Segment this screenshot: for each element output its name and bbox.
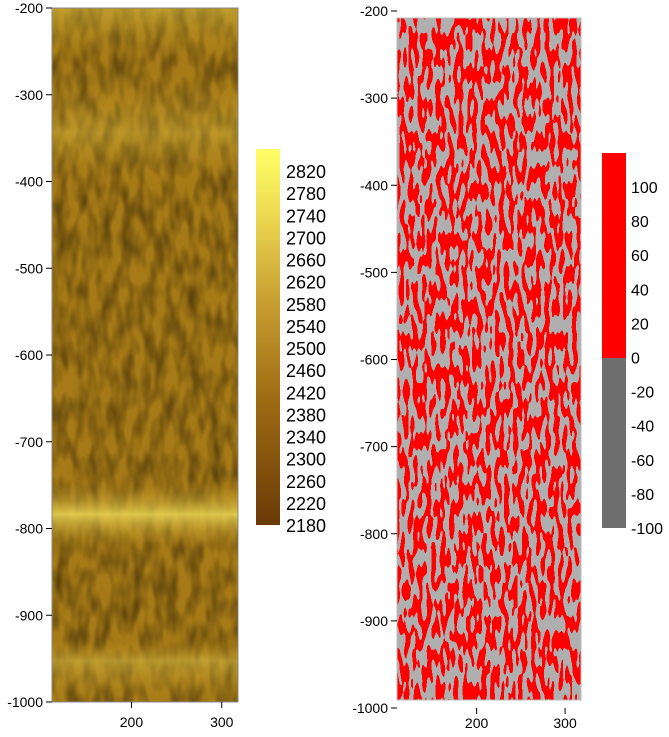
right-heatmap-panel: -200 -300 -400 -500 -600 -700 -800 -900 -1000 200… (352, 3, 582, 731)
colorbar-label: -100 (631, 521, 663, 538)
colorbar-label: 2420 (286, 383, 326, 403)
colorbar-label: 80 (631, 214, 649, 231)
colorbar-label: 2220 (286, 494, 326, 514)
y-tick-label: -400 (360, 177, 388, 193)
x-tick-label: 200 (465, 715, 489, 731)
y-tick-label: -200 (360, 3, 388, 19)
left-heatmap-panel: -200 -300 -400 -500 -600 -700 -800 -900 -1000 200… (7, 0, 239, 730)
colorbar-label: 0 (631, 351, 640, 368)
left-heatmap-bright-bands (52, 8, 238, 702)
colorbar-label: 40 (631, 282, 649, 299)
y-tick-label: -300 (360, 90, 388, 106)
colorbar-label: 2580 (286, 295, 326, 315)
y-tick-label: -1000 (352, 700, 388, 716)
right-heatmap-texture (397, 18, 581, 700)
colorbar-label: 2780 (286, 184, 326, 204)
y-tick-label: -200 (15, 0, 43, 16)
colorbar-label: -40 (631, 419, 654, 436)
right-axes: -200 -300 -400 -500 -600 -700 -800 -900 -1000 200… (352, 3, 577, 731)
y-tick-label: -700 (15, 434, 43, 450)
colorbar-label: 2820 (286, 162, 326, 182)
y-tick-label: -500 (15, 260, 43, 276)
y-tick-label: -400 (15, 174, 43, 190)
right-colorbar-positive (602, 153, 626, 358)
colorbar-label: 2740 (286, 206, 326, 226)
y-tick-label: -900 (360, 613, 388, 629)
colorbar-label: 2260 (286, 472, 326, 492)
y-tick-label: -800 (360, 526, 388, 542)
colorbar-label: 2340 (286, 428, 326, 448)
colorbar-label: 2660 (286, 251, 326, 271)
y-tick-label: -1000 (7, 694, 43, 710)
colorbar-label: 2380 (286, 405, 326, 425)
colorbar-label: -80 (631, 487, 654, 504)
colorbar-label: 20 (631, 316, 649, 333)
colorbar-label: 2540 (286, 317, 326, 337)
right-colorbar: 100 80 60 40 20 0 -20 -40 -60 -80 -100 (602, 153, 663, 538)
colorbar-label: 2460 (286, 361, 326, 381)
colorbar-label: 2700 (286, 228, 326, 248)
y-tick-label: -600 (360, 352, 388, 368)
left-axes: -200 -300 -400 -500 -600 -700 -800 -900 -1000 200… (7, 0, 233, 730)
y-tick-label: -300 (15, 87, 43, 103)
y-tick-label: -700 (360, 439, 388, 455)
right-colorbar-labels: 100 80 60 40 20 0 -20 -40 -60 -80 -100 (631, 180, 663, 538)
colorbar-label: 2500 (286, 339, 326, 359)
colorbar-label: 2180 (286, 516, 326, 536)
y-tick-label: -900 (15, 607, 43, 623)
colorbar-label: 2620 (286, 273, 326, 293)
left-colorbar-gradient (256, 149, 280, 525)
colorbar-label: -20 (631, 385, 654, 402)
y-tick-label: -600 (15, 347, 43, 363)
x-tick-label: 300 (210, 714, 234, 730)
y-tick-label: -500 (360, 264, 388, 280)
x-tick-label: 300 (553, 715, 577, 731)
colorbar-label: -60 (631, 453, 654, 470)
y-tick-label: -800 (15, 521, 43, 537)
colorbar-label: 2300 (286, 450, 326, 470)
right-colorbar-negative (602, 358, 626, 528)
colorbar-label: 100 (631, 180, 658, 197)
x-tick-label: 200 (120, 714, 144, 730)
colorbar-label: 60 (631, 248, 649, 265)
